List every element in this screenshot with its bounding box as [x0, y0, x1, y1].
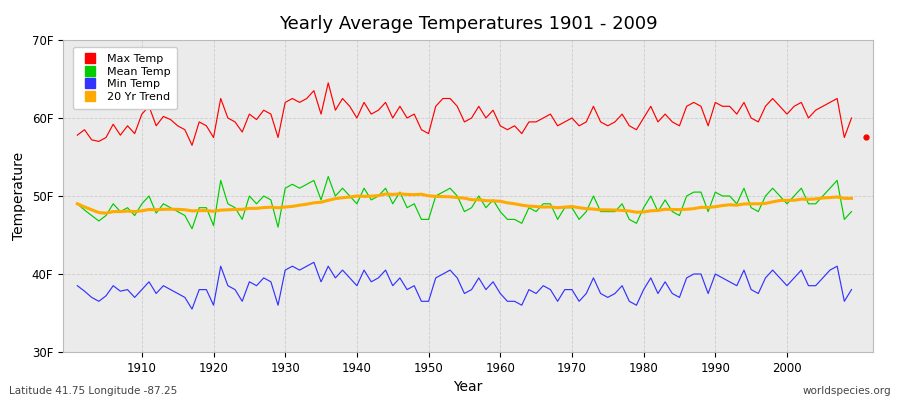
Text: worldspecies.org: worldspecies.org	[803, 386, 891, 396]
Y-axis label: Temperature: Temperature	[13, 152, 26, 240]
Legend: Max Temp, Mean Temp, Min Temp, 20 Yr Trend: Max Temp, Mean Temp, Min Temp, 20 Yr Tre…	[73, 47, 177, 109]
X-axis label: Year: Year	[454, 380, 482, 394]
Text: Latitude 41.75 Longitude -87.25: Latitude 41.75 Longitude -87.25	[9, 386, 177, 396]
Title: Yearly Average Temperatures 1901 - 2009: Yearly Average Temperatures 1901 - 2009	[279, 15, 657, 33]
